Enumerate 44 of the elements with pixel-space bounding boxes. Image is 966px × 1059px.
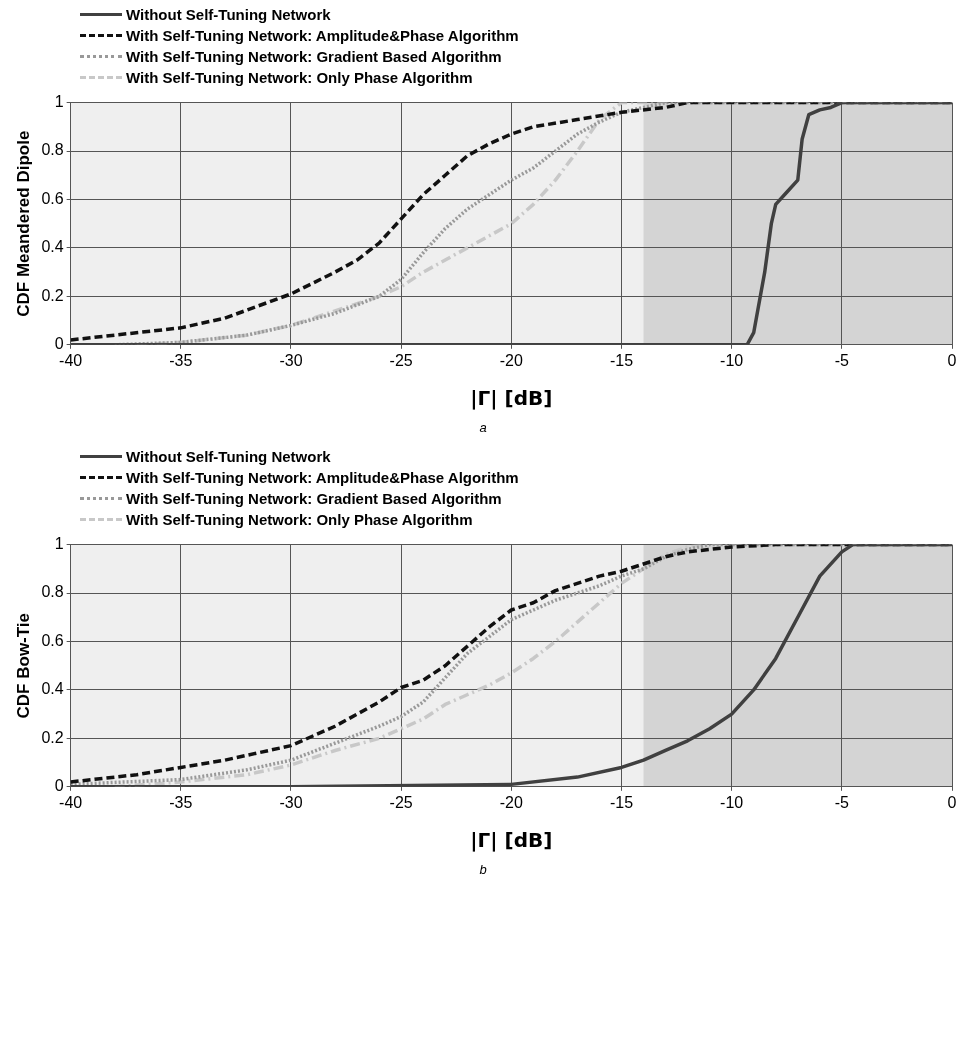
legend-label: With Self-Tuning Network: Only Phase Algorithm: [126, 69, 473, 86]
legend-label: With Self-Tuning Network: Only Phase Algorithm: [126, 511, 473, 528]
legend-label: With Self-Tuning Network: Amplitude&Phase Algorithm: [126, 469, 519, 486]
x-tick-label: -20: [499, 793, 523, 811]
x-tick-label: -10: [720, 793, 744, 811]
x-tick-label: -35: [169, 793, 193, 811]
y-tick-label: 0.2: [41, 286, 64, 304]
y-tick-label: 0: [54, 335, 64, 353]
y-tick-label: 0.2: [41, 728, 64, 746]
legend-label: With Self-Tuning Network: Gradient Based Algorithm: [126, 490, 502, 507]
x-tick-label: -35: [169, 351, 193, 369]
x-tick-label: -10: [720, 351, 744, 369]
y-tick-label: 0.4: [41, 680, 64, 698]
text: b: [478, 862, 488, 879]
x-tick-label: -25: [389, 793, 413, 811]
y-tick-label: 0.8: [41, 583, 64, 601]
y-tick-label: 0.8: [41, 141, 64, 159]
x-tick-label: -30: [279, 351, 303, 369]
legend-label: Without Self-Tuning Network: [126, 448, 331, 465]
y-tick-label: 0: [54, 777, 64, 795]
x-axis-title: |Γ| [dB]: [470, 828, 553, 853]
x-tick-label: -15: [609, 351, 634, 369]
legend-label: With Self-Tuning Network: Gradient Based Algorithm: [126, 48, 502, 65]
y-axis-title: CDF Bow-Tie: [13, 612, 33, 719]
x-tick-label: 0: [947, 793, 957, 811]
y-tick-label: 1: [54, 93, 64, 111]
x-axis-title: |Γ| [dB]: [470, 386, 553, 411]
x-tick-label: -30: [279, 793, 303, 811]
y-axis-title: CDF Meandered Dipole: [13, 130, 33, 317]
x-tick-label: -15: [609, 793, 634, 811]
y-tick-label: 0.4: [41, 238, 64, 256]
y-tick-label: 0.6: [41, 189, 64, 207]
x-tick-label: -5: [834, 351, 850, 369]
x-tick-label: -25: [389, 351, 413, 369]
x-tick-label: -5: [834, 793, 850, 811]
legend-label: With Self-Tuning Network: Amplitude&Phase Algorithm: [126, 27, 519, 44]
x-tick-label: -20: [499, 351, 523, 369]
x-tick-label: 0: [947, 351, 957, 369]
text: a: [478, 420, 488, 437]
x-tick-label: -40: [59, 351, 83, 369]
legend-label: Without Self-Tuning Network: [126, 6, 331, 23]
y-tick-label: 0.6: [41, 631, 64, 649]
y-tick-label: 1: [54, 535, 64, 553]
x-tick-label: -40: [59, 793, 83, 811]
